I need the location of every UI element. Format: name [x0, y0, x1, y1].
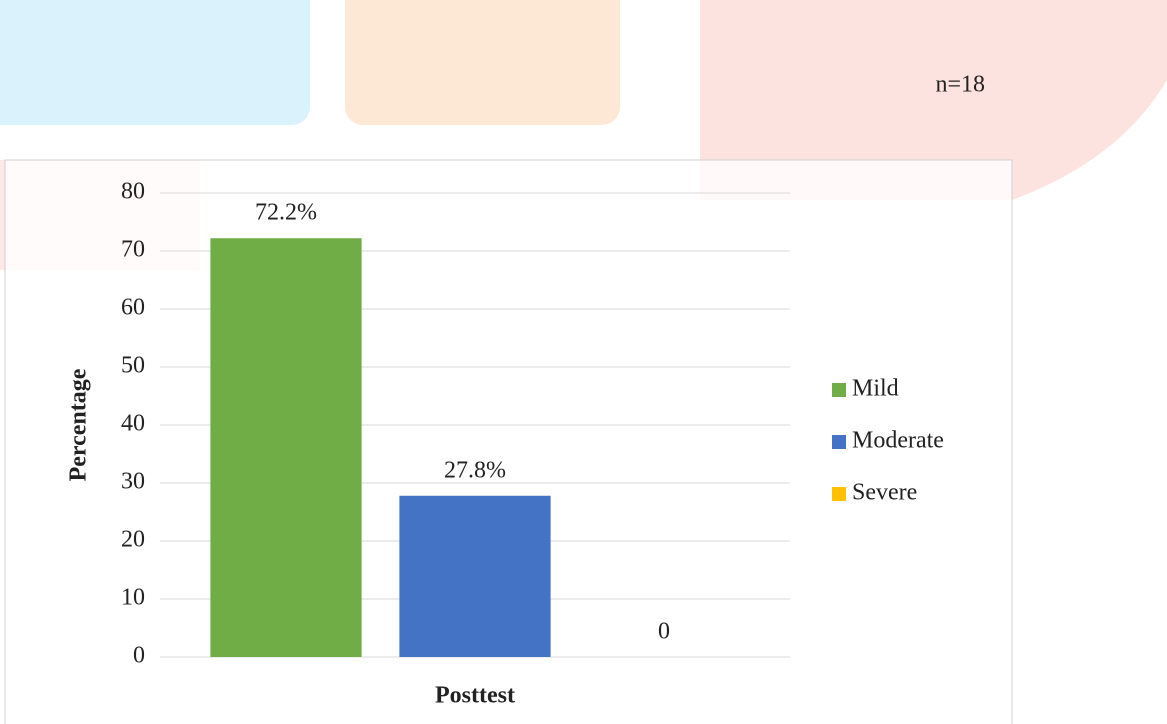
bar: [399, 495, 551, 657]
y-axis-label: Percentage: [66, 368, 92, 481]
y-tick-label: 80: [121, 179, 145, 205]
y-tick-label: 40: [121, 411, 145, 437]
legend-swatch: [832, 487, 846, 501]
y-tick-label: 70: [121, 237, 145, 263]
legend-swatch: [832, 435, 846, 449]
legend-swatch: [832, 383, 846, 397]
legend-label: Mild: [852, 376, 899, 402]
y-tick-label: 0: [133, 643, 145, 669]
y-tick-label: 10: [121, 585, 145, 611]
y-tick-label: 30: [121, 469, 145, 495]
watermark-shape: [700, 0, 1167, 200]
y-tick-label: 20: [121, 527, 145, 553]
y-tick-label: 60: [121, 295, 145, 321]
y-tick-label: 50: [121, 353, 145, 379]
x-tick-label: Posttest: [435, 683, 515, 709]
bar: [210, 238, 362, 658]
data-label: 27.8%: [444, 457, 506, 483]
data-label: 72.2%: [255, 200, 317, 226]
data-label: 0: [658, 619, 670, 645]
note: n=18: [935, 72, 985, 98]
watermark-shape: [345, 0, 620, 125]
legend-label: Severe: [852, 480, 917, 506]
legend-label: Moderate: [852, 428, 944, 454]
watermark-shape: [0, 0, 310, 125]
